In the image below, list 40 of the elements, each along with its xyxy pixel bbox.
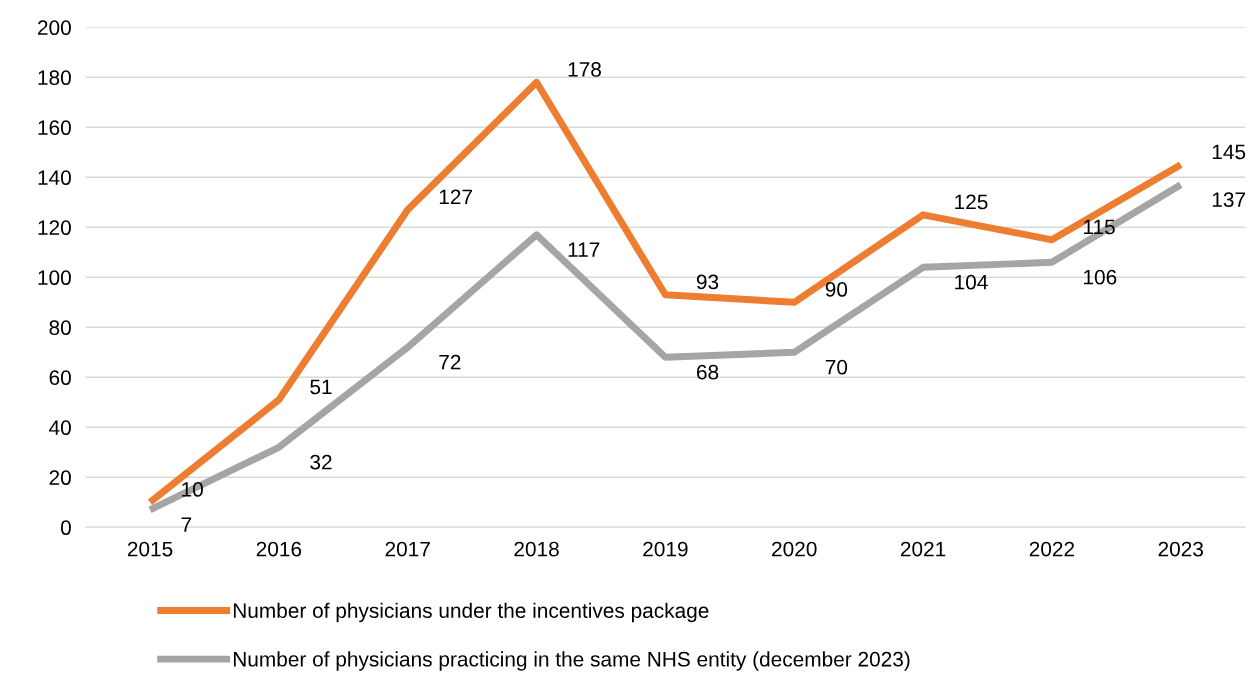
legend-label: Number of physicians under the incentives package [233, 602, 709, 623]
y-tick-label: 100 [38, 270, 71, 286]
x-tick-label: 2020 [772, 541, 817, 557]
data-label: 178 [568, 62, 601, 77]
data-label: 117 [568, 242, 600, 257]
data-label: 68 [696, 364, 719, 380]
x-tick-label: 2019 [643, 541, 688, 557]
x-tick-label: 2017 [385, 541, 430, 557]
x-tick-label: 2018 [514, 541, 559, 557]
data-label: 104 [955, 274, 988, 290]
data-label: 93 [696, 274, 719, 290]
data-label: 10 [182, 482, 203, 497]
y-tick-label: 200 [38, 20, 71, 36]
x-tick-label: 2021 [900, 541, 946, 557]
data-label: 115 [1084, 219, 1115, 235]
data-label: 90 [825, 282, 848, 297]
x-tick-label: 2016 [256, 541, 302, 557]
data-label: 137 [1212, 192, 1245, 208]
x-tick-label: 2022 [1029, 541, 1075, 557]
y-tick-label: 120 [38, 220, 71, 236]
data-label: 125 [955, 194, 988, 210]
y-tick-label: 0 [60, 520, 71, 536]
data-label: 51 [310, 379, 332, 395]
data-label: 106 [1084, 269, 1117, 285]
y-tick-label: 180 [38, 70, 71, 86]
x-tick-label: 2015 [127, 541, 173, 557]
y-tick-label: 60 [49, 370, 71, 386]
legend-label: Number of physicians practicing in the same NHS entity (december 2023) [233, 651, 910, 671]
data-label: 145 [1212, 144, 1246, 160]
data-label: 7 [181, 517, 192, 532]
data-label: 32 [310, 454, 332, 470]
y-tick-label: 40 [49, 420, 71, 436]
y-tick-label: 80 [49, 320, 71, 336]
x-tick-label: 2023 [1158, 541, 1203, 557]
y-tick-label: 160 [38, 120, 71, 136]
y-tick-label: 140 [38, 170, 71, 186]
data-label: 70 [825, 359, 848, 375]
data-label: 72 [439, 354, 461, 370]
y-tick-label: 20 [49, 470, 71, 486]
data-label: 127 [439, 189, 472, 205]
